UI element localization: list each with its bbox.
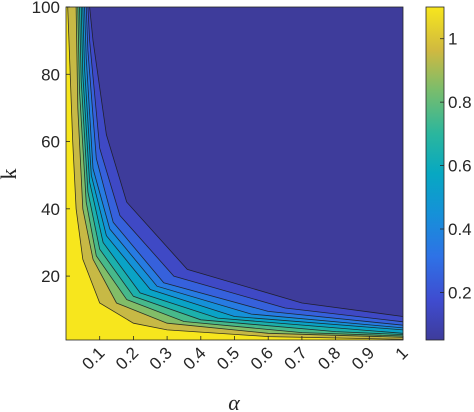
y-tick-label: 80: [41, 65, 60, 84]
heatmap-band: [66, 7, 403, 340]
contour-line: [85, 7, 403, 326]
x-tick-label: 1: [392, 343, 412, 363]
y-tick-label: 20: [41, 267, 60, 286]
colorbar-scale: [425, 6, 445, 341]
x-tick-label: 0.9: [348, 343, 378, 373]
colorbar-tick-label: 0.4: [448, 220, 472, 239]
contour-line: [82, 7, 403, 331]
contour-line: [75, 7, 403, 338]
x-axis-label: α: [228, 390, 240, 412]
contour-line: [67, 7, 403, 340]
contour-line: [84, 7, 403, 329]
x-tick-label: 0.5: [213, 343, 243, 373]
x-tick-label: 0.6: [247, 343, 277, 373]
x-tick-label: 0.4: [179, 343, 209, 373]
contour-line: [80, 7, 403, 334]
contour-line: [89, 7, 403, 317]
x-tick-label: 0.7: [281, 343, 311, 373]
colorbar-tick-label: 0.6: [448, 157, 472, 176]
colorbar-tick-label: 0.8: [448, 93, 472, 112]
x-tick-label: 0.3: [146, 343, 176, 373]
contour-line: [79, 7, 403, 335]
colorbar-tick-label: 0.2: [448, 283, 472, 302]
y-tick-label: 40: [41, 200, 60, 219]
x-tick-label: 0.8: [314, 343, 344, 373]
heatmap-bands: [66, 7, 403, 340]
x-axis-ticks: 0.1 0.2 0.3 0.4 0.5 0.6 0.7 0.8 0.9 1: [78, 336, 412, 374]
heatmap-band: [66, 7, 403, 340]
colorbar-tick-label: 1: [448, 30, 457, 49]
y-axis-label: k: [0, 169, 21, 180]
contour-line: [77, 7, 403, 337]
y-axis-ticks: 20 40 60 80 100: [32, 0, 70, 286]
x-tick-label: 0.1: [78, 343, 108, 373]
y-tick-label: 60: [41, 133, 60, 152]
contour-lines: [67, 7, 403, 340]
y-tick-label: 100: [32, 0, 60, 17]
contour-line: [87, 7, 403, 323]
colorbar: 0.2 0.4 0.6 0.8 1: [425, 6, 472, 341]
x-tick-label: 0.2: [112, 343, 142, 373]
